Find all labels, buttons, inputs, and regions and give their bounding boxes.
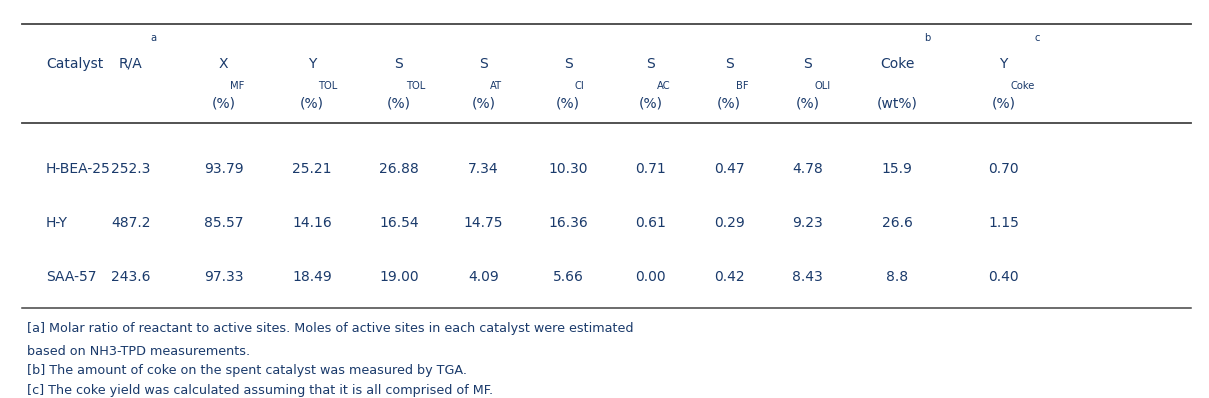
Text: 0.00: 0.00 bbox=[635, 269, 666, 284]
Text: 7.34: 7.34 bbox=[468, 162, 499, 176]
Text: Y: Y bbox=[1000, 57, 1007, 71]
Text: S: S bbox=[394, 57, 404, 71]
Text: 19.00: 19.00 bbox=[380, 269, 418, 284]
Text: 5.66: 5.66 bbox=[553, 269, 584, 284]
Text: c: c bbox=[1034, 33, 1040, 43]
Text: S: S bbox=[646, 57, 655, 71]
Text: 16.54: 16.54 bbox=[380, 216, 418, 230]
Text: S: S bbox=[563, 57, 573, 71]
Text: OLI: OLI bbox=[815, 80, 831, 91]
Text: 14.75: 14.75 bbox=[464, 216, 503, 230]
Text: 25.21: 25.21 bbox=[293, 162, 331, 176]
Text: 97.33: 97.33 bbox=[204, 269, 243, 284]
Text: 243.6: 243.6 bbox=[111, 269, 150, 284]
Text: S: S bbox=[479, 57, 488, 71]
Text: TOL: TOL bbox=[406, 80, 424, 91]
Text: 8.8: 8.8 bbox=[886, 269, 908, 284]
Text: 8.43: 8.43 bbox=[792, 269, 823, 284]
Text: BF: BF bbox=[735, 80, 748, 91]
Text: X: X bbox=[219, 57, 229, 71]
Text: 0.40: 0.40 bbox=[988, 269, 1019, 284]
Text: [b] The amount of coke on the spent catalyst was measured by TGA.: [b] The amount of coke on the spent cata… bbox=[27, 365, 467, 377]
Text: AT: AT bbox=[491, 80, 503, 91]
Text: 93.79: 93.79 bbox=[204, 162, 243, 176]
Text: 4.78: 4.78 bbox=[792, 162, 823, 176]
Text: (wt%): (wt%) bbox=[877, 96, 918, 111]
Text: 85.57: 85.57 bbox=[204, 216, 243, 230]
Text: 15.9: 15.9 bbox=[881, 162, 913, 176]
Text: (%): (%) bbox=[556, 96, 580, 111]
Text: Coke: Coke bbox=[880, 57, 914, 71]
Text: (%): (%) bbox=[638, 96, 663, 111]
Text: (%): (%) bbox=[796, 96, 820, 111]
Text: 9.23: 9.23 bbox=[792, 216, 823, 230]
Text: (%): (%) bbox=[472, 96, 496, 111]
Text: 0.42: 0.42 bbox=[713, 269, 745, 284]
Text: R/A: R/A bbox=[118, 57, 143, 71]
Text: b: b bbox=[924, 33, 930, 43]
Text: 252.3: 252.3 bbox=[111, 162, 150, 176]
Text: 0.47: 0.47 bbox=[713, 162, 745, 176]
Text: 26.6: 26.6 bbox=[881, 216, 913, 230]
Text: MF: MF bbox=[230, 80, 244, 91]
Text: 0.70: 0.70 bbox=[988, 162, 1019, 176]
Text: 487.2: 487.2 bbox=[111, 216, 150, 230]
Text: 14.16: 14.16 bbox=[293, 216, 331, 230]
Text: (%): (%) bbox=[300, 96, 324, 111]
Text: S: S bbox=[803, 57, 812, 71]
Text: AC: AC bbox=[658, 80, 671, 91]
Text: TOL: TOL bbox=[319, 80, 337, 91]
Text: Y: Y bbox=[308, 57, 316, 71]
Text: 18.49: 18.49 bbox=[293, 269, 331, 284]
Text: Catalyst: Catalyst bbox=[46, 57, 103, 71]
Text: H-Y: H-Y bbox=[46, 216, 68, 230]
Text: (%): (%) bbox=[212, 96, 236, 111]
Text: [a] Molar ratio of reactant to active sites. Moles of active sites in each catal: [a] Molar ratio of reactant to active si… bbox=[27, 322, 634, 335]
Text: (%): (%) bbox=[717, 96, 741, 111]
Text: (%): (%) bbox=[387, 96, 411, 111]
Text: 10.30: 10.30 bbox=[549, 162, 588, 176]
Text: [c] The coke yield was calculated assuming that it is all comprised of MF.: [c] The coke yield was calculated assumi… bbox=[27, 384, 493, 397]
Text: 0.71: 0.71 bbox=[635, 162, 666, 176]
Text: based on NH3-TPD measurements.: based on NH3-TPD measurements. bbox=[27, 345, 250, 357]
Text: H-BEA-25: H-BEA-25 bbox=[46, 162, 111, 176]
Text: (%): (%) bbox=[991, 96, 1016, 111]
Text: S: S bbox=[724, 57, 734, 71]
Text: 16.36: 16.36 bbox=[549, 216, 588, 230]
Text: 0.29: 0.29 bbox=[713, 216, 745, 230]
Text: 4.09: 4.09 bbox=[468, 269, 499, 284]
Text: a: a bbox=[150, 33, 157, 43]
Text: SAA-57: SAA-57 bbox=[46, 269, 97, 284]
Text: CI: CI bbox=[575, 80, 585, 91]
Text: 1.15: 1.15 bbox=[988, 216, 1019, 230]
Text: 26.88: 26.88 bbox=[380, 162, 418, 176]
Text: 0.61: 0.61 bbox=[635, 216, 666, 230]
Text: Coke: Coke bbox=[1010, 80, 1035, 91]
